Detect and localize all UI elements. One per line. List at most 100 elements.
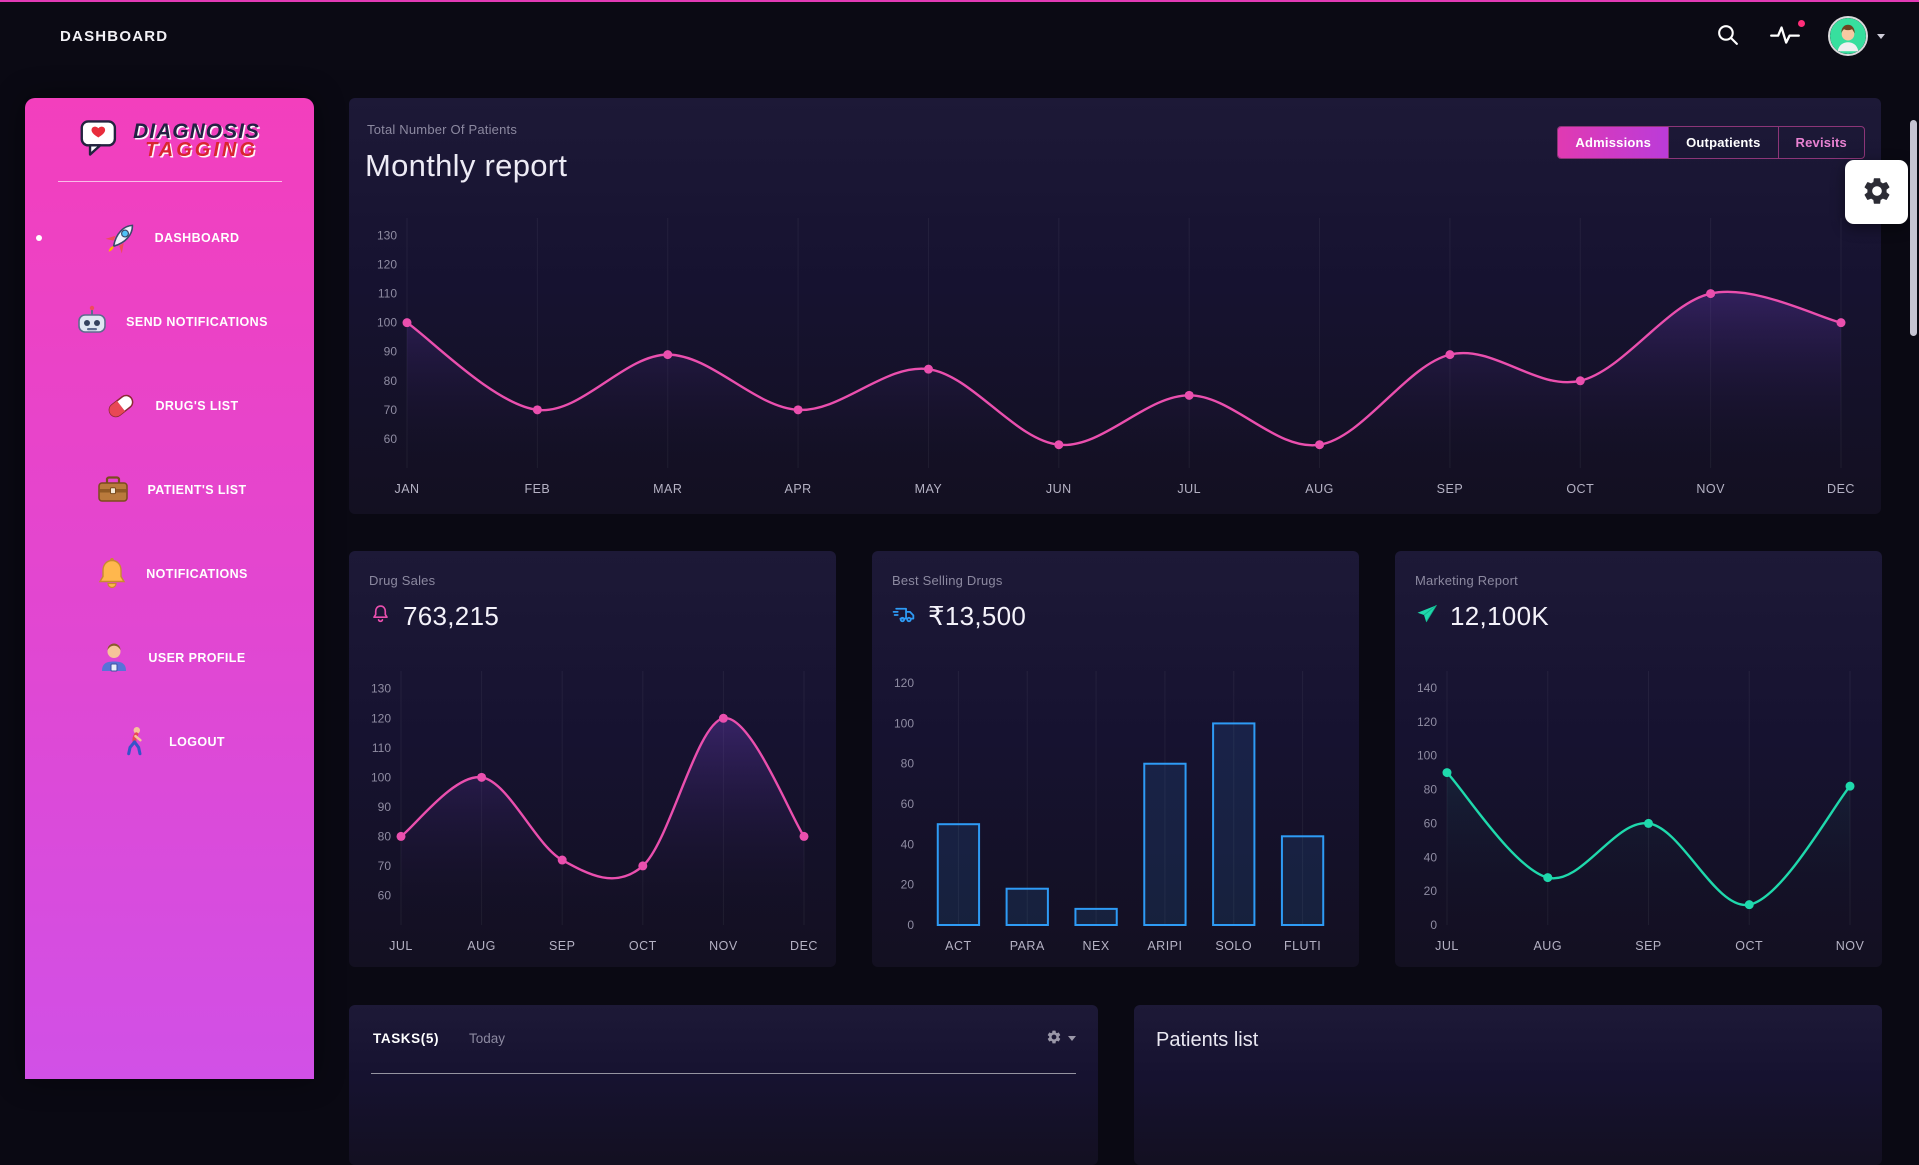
- tasks-options-button[interactable]: [1046, 1029, 1076, 1048]
- svg-text:NOV: NOV: [709, 939, 738, 953]
- chevron-down-icon: [1877, 33, 1885, 39]
- svg-text:70: 70: [378, 859, 392, 873]
- svg-text:0: 0: [1430, 918, 1437, 932]
- bell-outline-icon: [369, 603, 392, 631]
- tab-outpatients[interactable]: Outpatients: [1668, 127, 1777, 158]
- drug-sales-title: Drug Sales: [369, 573, 436, 588]
- app-logo: DIAGNOSIS TAGGING: [25, 98, 314, 165]
- svg-text:ACT: ACT: [945, 939, 972, 953]
- patients-list-card: Patients list: [1134, 1005, 1882, 1165]
- svg-text:SEP: SEP: [1437, 482, 1464, 496]
- svg-text:130: 130: [377, 228, 397, 242]
- best-selling-chart: 120 100 80 60 40 20 0 ACT PARA NEX ARIPI SOLO FLUTI: [880, 663, 1347, 959]
- tasks-filter[interactable]: Today: [469, 1031, 506, 1046]
- sidebar: DIAGNOSIS TAGGING DASHBOARD: [25, 98, 314, 1079]
- sidebar-item-label: PATIENT'S LIST: [147, 483, 247, 497]
- user-menu[interactable]: [1828, 16, 1885, 56]
- sidebar-item-logout[interactable]: LOGOUT: [25, 700, 314, 784]
- svg-text:AUG: AUG: [1533, 939, 1562, 953]
- svg-text:40: 40: [1424, 850, 1438, 864]
- svg-text:SEP: SEP: [549, 939, 576, 953]
- header-actions: [1713, 16, 1885, 56]
- sidebar-item-patients-list[interactable]: PATIENT'S LIST: [25, 448, 314, 532]
- tasks-card: TASKS(5) Today: [349, 1005, 1098, 1165]
- svg-text:80: 80: [901, 757, 915, 771]
- marketing-title: Marketing Report: [1415, 573, 1518, 588]
- sidebar-nav: DASHBOARD SEND NOTIFICATIONS: [25, 196, 314, 784]
- marketing-stat: 12,100K: [1415, 601, 1549, 632]
- svg-text:DEC: DEC: [790, 939, 818, 953]
- sidebar-item-send-notifications[interactable]: SEND NOTIFICATIONS: [25, 280, 314, 364]
- best-selling-drugs-card: Best Selling Drugs ₹13,500 120 100 80 60 40 2…: [872, 551, 1359, 967]
- tab-admissions[interactable]: Admissions: [1558, 127, 1669, 158]
- svg-text:120: 120: [371, 711, 391, 725]
- svg-text:ARIPI: ARIPI: [1147, 939, 1182, 953]
- active-indicator-dot: [36, 235, 42, 241]
- best-selling-value: ₹13,500: [928, 601, 1027, 631]
- svg-text:OCT: OCT: [1735, 939, 1763, 953]
- sidebar-item-label: DRUG'S LIST: [155, 399, 239, 413]
- top-accent-bar: [0, 0, 1919, 2]
- svg-text:20: 20: [901, 878, 915, 892]
- drug-sales-card: Drug Sales 763,215 130 120 110 100 90 80 70 60 J…: [349, 551, 836, 967]
- monthly-report-chart: 130 120 110 100 90 80 70 60 JAN FEB MAR APR MAY JUN JU…: [363, 210, 1861, 502]
- robot-icon: [71, 301, 113, 343]
- svg-text:110: 110: [372, 741, 391, 755]
- sidebar-item-label: DASHBOARD: [154, 231, 240, 245]
- sidebar-item-user-profile[interactable]: USER PROFILE: [25, 616, 314, 700]
- svg-text:140: 140: [1417, 681, 1437, 695]
- svg-text:130: 130: [371, 682, 391, 696]
- tasks-title: TASKS(5): [373, 1031, 440, 1046]
- patients-list-title: Patients list: [1156, 1029, 1259, 1051]
- sidebar-item-dashboard[interactable]: DASHBOARD: [25, 196, 314, 280]
- settings-panel-button[interactable]: [1845, 160, 1908, 224]
- logo-divider: [57, 181, 282, 182]
- pulse-icon: [1770, 23, 1800, 49]
- svg-text:DEC: DEC: [1827, 482, 1855, 496]
- svg-text:0: 0: [907, 918, 914, 932]
- svg-text:80: 80: [378, 829, 392, 843]
- best-selling-stat: ₹13,500: [892, 601, 1026, 632]
- monthly-report-card: Total Number Of Patients Monthly report …: [349, 98, 1881, 514]
- sidebar-item-notifications[interactable]: NOTIFICATIONS: [25, 532, 314, 616]
- top-header: DASHBOARD: [0, 2, 1919, 70]
- drug-sales-stat: 763,215: [369, 601, 499, 632]
- svg-text:FLUTI: FLUTI: [1284, 939, 1321, 953]
- sidebar-item-label: NOTIFICATIONS: [146, 567, 248, 581]
- marketing-report-card: Marketing Report 12,100K 140 120 100 80 60 40…: [1395, 551, 1882, 967]
- tab-revisits[interactable]: Revisits: [1777, 127, 1864, 158]
- sidebar-item-drugs-list[interactable]: DRUG'S LIST: [25, 364, 314, 448]
- svg-text:OCT: OCT: [1566, 482, 1594, 496]
- svg-text:AUG: AUG: [1305, 482, 1334, 496]
- logo-icon: [79, 116, 125, 165]
- scrollbar[interactable]: [1910, 120, 1917, 336]
- svg-text:120: 120: [894, 676, 914, 690]
- svg-text:60: 60: [378, 888, 392, 902]
- svg-text:JUL: JUL: [389, 939, 413, 953]
- monthly-report-subtitle: Total Number Of Patients: [367, 122, 518, 137]
- sidebar-item-label: LOGOUT: [169, 735, 225, 749]
- svg-text:80: 80: [1424, 783, 1438, 797]
- activity-button[interactable]: [1768, 20, 1805, 51]
- rocket-icon: [100, 217, 142, 259]
- svg-text:OCT: OCT: [629, 939, 657, 953]
- logo-text: DIAGNOSIS TAGGING: [133, 120, 260, 162]
- svg-text:40: 40: [901, 837, 915, 851]
- page-title: DASHBOARD: [60, 27, 169, 45]
- svg-text:120: 120: [377, 258, 397, 272]
- search-button[interactable]: [1713, 20, 1742, 52]
- svg-text:SEP: SEP: [1635, 939, 1662, 953]
- search-icon: [1715, 22, 1740, 50]
- svg-text:20: 20: [1424, 884, 1438, 898]
- svg-text:JUL: JUL: [1177, 482, 1201, 496]
- svg-text:120: 120: [1417, 715, 1437, 729]
- svg-text:JUL: JUL: [1435, 939, 1459, 953]
- svg-text:60: 60: [901, 797, 915, 811]
- svg-text:PARA: PARA: [1010, 939, 1045, 953]
- briefcase-icon: [92, 469, 134, 511]
- chevron-down-icon: [1068, 1036, 1076, 1041]
- avatar: [1828, 16, 1868, 56]
- svg-text:100: 100: [377, 316, 397, 330]
- drug-sales-chart: 130 120 110 100 90 80 70 60 JUL AUG SEP OCT NOV DEC: [357, 663, 824, 959]
- svg-text:90: 90: [378, 800, 392, 814]
